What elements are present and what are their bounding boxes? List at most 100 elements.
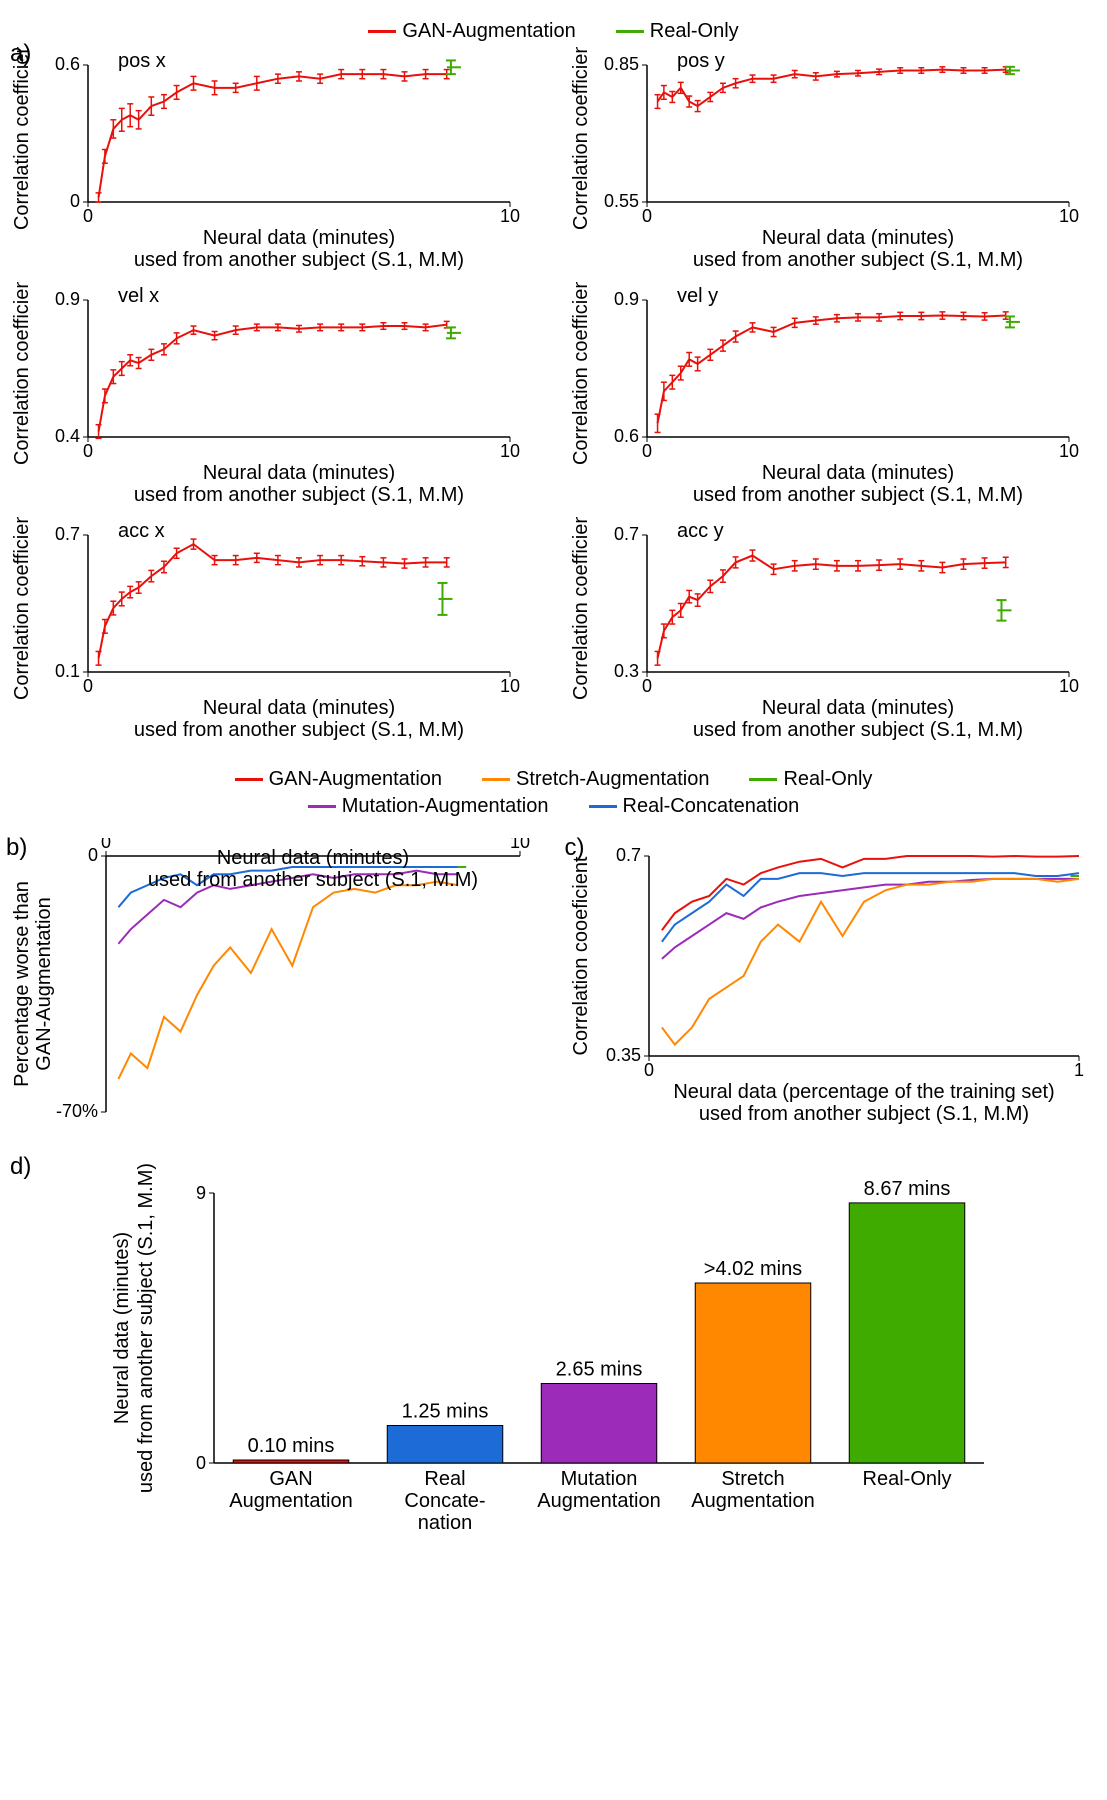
svg-text:Correlation coefficient: Correlation coefficient [570, 47, 592, 230]
svg-text:0.9: 0.9 [55, 289, 80, 309]
svg-text:Mutation: Mutation [560, 1468, 637, 1490]
subplot: 0100.40.9vel xNeural data (minutes)used … [10, 282, 539, 507]
legend-swatch [368, 30, 396, 33]
panel-d-letter: d) [10, 1153, 31, 1181]
subplot: 0 10 0.1 0.7 acc x Neural data (minutes)used … [10, 517, 539, 742]
legend-bc-row1: GAN-AugmentationStretch-AugmentationReal… [10, 768, 1097, 791]
panel-d: 090.10 minsGANAugmentation1.25 minsRealC… [10, 1153, 1097, 1553]
svg-text:Real-Only: Real-Only [862, 1468, 951, 1490]
svg-text:used from another subject (S.1: used from another subject (S.1, M.M) [135, 1163, 157, 1493]
svg-text:0.7: 0.7 [55, 524, 80, 544]
svg-text:1: 1 [1073, 1060, 1083, 1080]
svg-text:8.67 mins: 8.67 mins [863, 1178, 950, 1200]
svg-text:Real: Real [424, 1468, 465, 1490]
svg-text:Correlation coefficient: Correlation coefficient [570, 282, 592, 465]
svg-text:Correlation coefficient: Correlation coefficient [11, 282, 33, 465]
svg-text:0.55: 0.55 [603, 191, 638, 211]
chart-svg: 0 1 0.35 0.7 Neural data (percentage of the … [569, 838, 1089, 1128]
svg-text:Augmentation: Augmentation [691, 1490, 814, 1512]
svg-text:0: 0 [101, 838, 111, 852]
panel-b-letter: b) [6, 834, 27, 862]
svg-text:GAN-Augmentation: GAN-Augmentation [33, 897, 55, 1070]
svg-text:0.35: 0.35 [605, 1045, 640, 1065]
svg-text:pos y: pos y [677, 50, 725, 72]
legend-label: Real-Only [650, 20, 739, 43]
legend-item: GAN-Augmentation [368, 20, 575, 43]
subplot: 01000.6pos xNeural data (minutes)used fr… [10, 47, 539, 272]
subplot: 0100.30.7acc yNeural data (minutes)used … [569, 517, 1098, 742]
svg-text:9: 9 [195, 1183, 205, 1203]
svg-text:0.3: 0.3 [613, 661, 638, 681]
svg-text:used from another subject (S.1: used from another subject (S.1, M.M) [692, 249, 1022, 271]
svg-text:0: 0 [641, 441, 651, 461]
chart-svg: 0100.30.7acc yNeural data (minutes)used … [569, 517, 1079, 742]
svg-text:0.85: 0.85 [603, 54, 638, 74]
svg-text:acc y: acc y [677, 520, 724, 542]
legend-swatch [589, 805, 617, 808]
svg-text:0.6: 0.6 [55, 54, 80, 74]
legend-item: Real-Concatenation [589, 795, 800, 818]
subplot: 0100.550.85pos yNeural data (minutes)use… [569, 47, 1098, 272]
svg-text:0: 0 [83, 441, 93, 461]
svg-text:used from another subject (S.1: used from another subject (S.1, M.M) [692, 484, 1022, 506]
svg-text:10: 10 [1058, 206, 1078, 226]
chart-svg: 0100.550.85pos yNeural data (minutes)use… [569, 47, 1079, 272]
svg-text:0: 0 [83, 206, 93, 226]
svg-text:0: 0 [83, 676, 93, 696]
svg-text:2.65 mins: 2.65 mins [555, 1359, 642, 1381]
chart-svg: 0 10 0.1 0.7 acc x Neural data (minutes)used … [10, 517, 520, 742]
svg-text:Neural data (minutes): Neural data (minutes) [761, 462, 953, 484]
legend-label: GAN-Augmentation [402, 20, 575, 43]
legend-label: Real-Only [783, 768, 872, 791]
panel-b: 010-70%0Percentage worse thanGAN-Augment… [10, 838, 539, 1133]
subplot: 0100.60.9vel yNeural data (minutes)used … [569, 282, 1098, 507]
svg-text:vel x: vel x [118, 285, 159, 307]
svg-text:used from another subject (S.1: used from another subject (S.1, M.M) [698, 1103, 1028, 1125]
legend-label: Stretch-Augmentation [516, 768, 709, 791]
svg-text:0.6: 0.6 [613, 426, 638, 446]
svg-text:used from another subject (S.1: used from another subject (S.1, M.M) [134, 719, 464, 741]
svg-text:0: 0 [643, 1060, 653, 1080]
legend-item: Mutation-Augmentation [308, 795, 549, 818]
svg-text:0: 0 [641, 206, 651, 226]
svg-text:-70%: -70% [56, 1101, 98, 1121]
svg-text:used from another subject (S.1: used from another subject (S.1, M.M) [134, 484, 464, 506]
svg-text:acc x: acc x [118, 520, 165, 542]
legend-label: Real-Concatenation [623, 795, 800, 818]
legend-item: Real-Only [616, 20, 739, 43]
chart-svg: 010-70%0Percentage worse thanGAN-Augment… [10, 838, 530, 1128]
svg-text:vel y: vel y [677, 285, 718, 307]
svg-text:0.4: 0.4 [55, 426, 80, 446]
svg-text:Augmentation: Augmentation [537, 1490, 660, 1512]
legend-bc-row2: Mutation-Augmentation Real-Concatenation [10, 795, 1097, 818]
svg-text:used from another subject (S.1: used from another subject (S.1, M.M) [148, 869, 478, 891]
legend-swatch [749, 778, 777, 781]
legend-label: Mutation-Augmentation [342, 795, 549, 818]
svg-text:GAN: GAN [269, 1468, 312, 1490]
svg-text:10: 10 [500, 441, 520, 461]
panel-c-letter: c) [565, 834, 585, 862]
chart-svg: 0100.60.9vel yNeural data (minutes)used … [569, 282, 1079, 507]
svg-text:0: 0 [641, 676, 651, 696]
svg-text:0: 0 [70, 191, 80, 211]
svg-text:Concate-: Concate- [404, 1490, 485, 1512]
svg-text:Neural data (minutes): Neural data (minutes) [203, 697, 395, 719]
svg-text:10: 10 [500, 676, 520, 696]
svg-text:used from another subject (S.1: used from another subject (S.1, M.M) [134, 249, 464, 271]
svg-text:0: 0 [195, 1453, 205, 1473]
svg-text:0.7: 0.7 [615, 845, 640, 865]
svg-text:Neural data (minutes): Neural data (minutes) [761, 697, 953, 719]
svg-text:10: 10 [1058, 676, 1078, 696]
panel-c: 0 1 0.35 0.7 Neural data (percentage of the … [569, 838, 1098, 1133]
svg-text:nation: nation [417, 1512, 472, 1534]
svg-text:Neural data (minutes): Neural data (minutes) [111, 1232, 133, 1424]
svg-text:Neural data (minutes): Neural data (minutes) [203, 227, 395, 249]
svg-text:1.25 mins: 1.25 mins [401, 1401, 488, 1423]
svg-text:Neural data (percentage of the: Neural data (percentage of the training … [673, 1081, 1054, 1103]
legend-swatch [235, 778, 263, 781]
svg-text:0.9: 0.9 [613, 289, 638, 309]
bar-chart-svg: 090.10 minsGANAugmentation1.25 minsRealC… [104, 1153, 1004, 1553]
svg-text:used from another subject (S.1: used from another subject (S.1, M.M) [692, 719, 1022, 741]
svg-text:0.1: 0.1 [55, 661, 80, 681]
svg-text:Stretch: Stretch [721, 1468, 784, 1490]
